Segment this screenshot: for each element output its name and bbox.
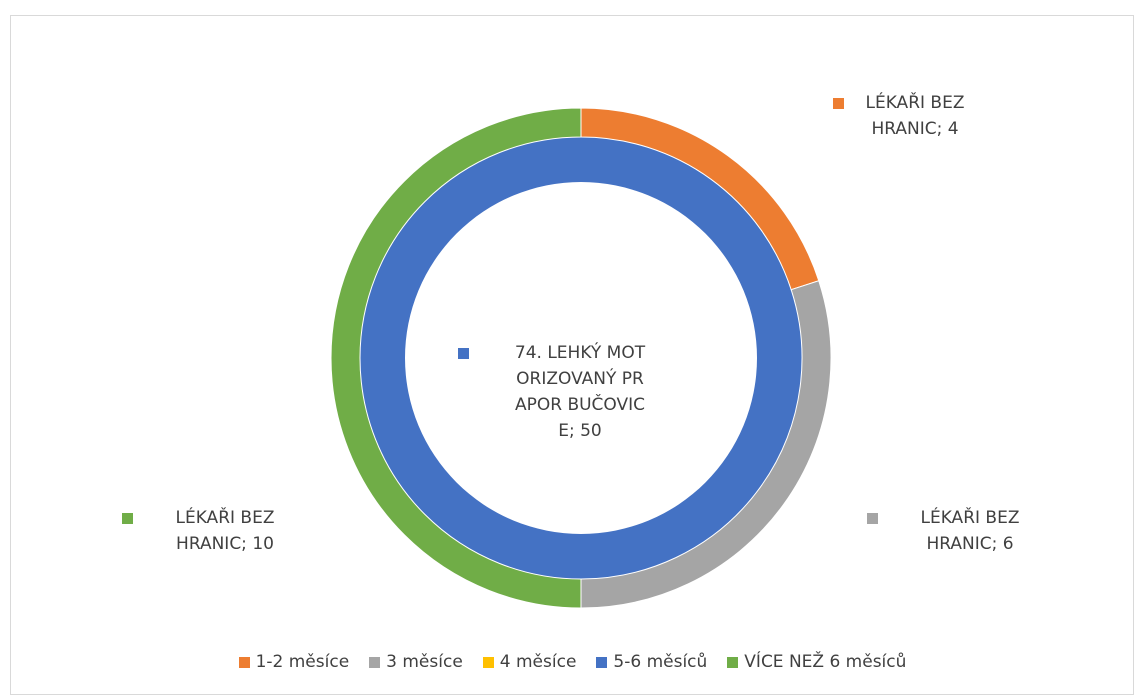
label-text: LÉKAŘI BEZ HRANIC; 4	[865, 93, 965, 139]
label-key	[458, 348, 469, 359]
legend-item: 1-2 měsíce	[238, 652, 350, 672]
label-text: LÉKAŘI BEZ HRANIC; 6	[920, 508, 1020, 554]
legend-label: 3 měsíce	[386, 652, 463, 672]
label-text: LÉKAŘI BEZ HRANIC; 10	[175, 508, 275, 554]
legend-swatch	[238, 656, 250, 668]
legend-swatch	[369, 656, 381, 668]
label-key	[833, 98, 844, 109]
legend-swatch	[596, 656, 608, 668]
label-text: 74. LEHKÝ MOTORIZOVANÝ PRAPOR BUČOVICE; …	[514, 343, 646, 441]
legend: 1-2 měsíce 3 měsíce 4 měsíce 5-6 měsíců VÍCE…	[0, 652, 1145, 672]
label-key	[867, 513, 878, 524]
legend-item: 3 měsíce	[369, 652, 463, 672]
legend-swatch	[727, 656, 739, 668]
legend-label: 5-6 měsíců	[613, 652, 708, 672]
chart-frame	[10, 15, 1134, 695]
legend-item: 4 měsíce	[482, 652, 577, 672]
legend-item: 5-6 měsíců	[596, 652, 707, 672]
data-label: 74. LEHKÝ MOTORIZOVANÝ PRAPOR BUČOVICE; …	[450, 340, 710, 444]
legend-swatch	[482, 656, 494, 668]
legend-label: 4 měsíce	[499, 652, 577, 672]
legend-item: VÍCE NEŽ 6 měsíců	[727, 652, 906, 672]
data-label: LÉKAŘI BEZ HRANIC; 4	[833, 90, 975, 142]
label-key	[122, 513, 133, 524]
data-label: LÉKAŘI BEZ HRANIC; 10	[122, 505, 310, 557]
legend-label: VÍCE NEŽ 6 měsíců	[744, 652, 907, 672]
doughnut-slice	[330, 107, 582, 609]
data-label: LÉKAŘI BEZ HRANIC; 6	[867, 505, 1045, 557]
legend-label: 1-2 měsíce	[255, 652, 350, 672]
